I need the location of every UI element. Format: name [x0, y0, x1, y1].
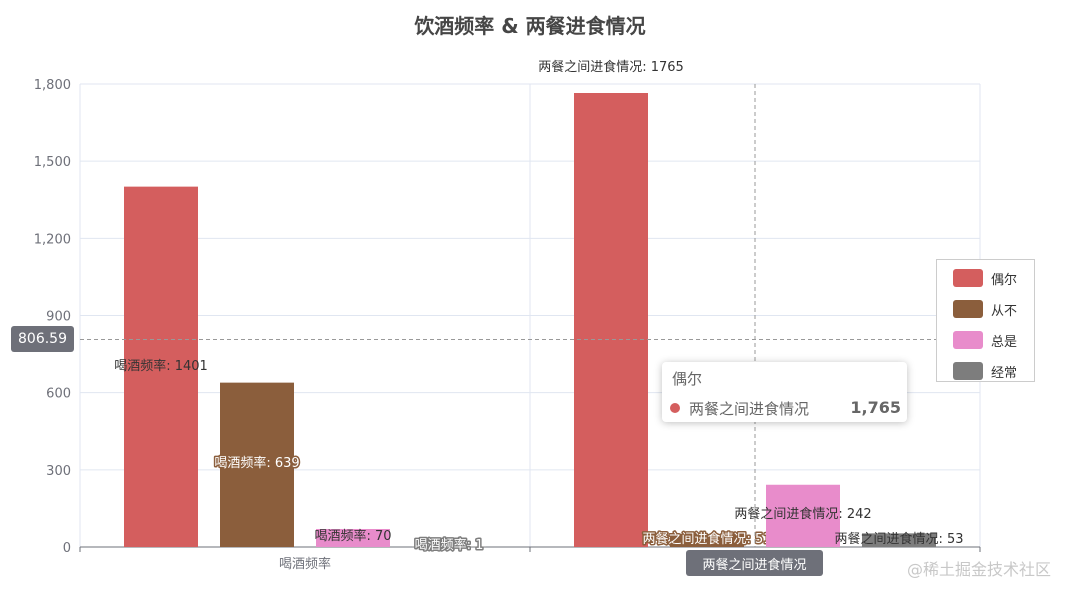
legend-item[interactable]: 总是 — [953, 330, 1017, 350]
bar — [766, 484, 840, 547]
bar-data-label: 喝酒频率: 639 — [214, 455, 299, 471]
tooltip: 偶尔 两餐之间进食情况 1,765 — [662, 362, 907, 422]
legend-swatch — [953, 362, 983, 380]
bar-data-label: 两餐之间进食情况: 1765 — [538, 59, 684, 75]
axis-pointer-x-label: 两餐之间进食情况 — [686, 550, 823, 576]
watermark: @稀土掘金技术社区 — [907, 560, 1052, 579]
tooltip-value: 1,765 — [850, 398, 901, 417]
y-tick-label: 900 — [46, 310, 71, 325]
legend-item[interactable]: 从不 — [953, 299, 1017, 319]
bar — [670, 533, 744, 547]
legend-swatch — [953, 269, 983, 287]
y-tick-label: 1,500 — [34, 155, 71, 170]
bar — [412, 546, 486, 547]
x-tick-label: 喝酒频率 — [279, 556, 331, 572]
bar — [220, 382, 294, 547]
bar-data-label: 两餐之间进食情况: 51 — [642, 531, 771, 547]
bar-data-label: 喝酒频率: 70 — [314, 528, 391, 544]
y-tick-label: 1,800 — [34, 78, 71, 93]
axis-pointer-y-label: 806.59 — [11, 326, 74, 352]
bar-data-label: 两餐之间进食情况: 242 — [734, 506, 871, 522]
y-tick-label: 1,200 — [34, 232, 71, 247]
legend-label: 从不 — [991, 303, 1018, 319]
bar-data-label: 喝酒频率: 1401 — [114, 358, 208, 374]
legend-swatch — [953, 300, 983, 318]
tooltip-title: 偶尔 — [672, 370, 703, 388]
legend-label: 总是 — [991, 334, 1018, 350]
bar — [316, 528, 390, 547]
bar — [574, 93, 648, 547]
tooltip-series-dot-icon — [670, 403, 680, 413]
legend-item[interactable]: 经常 — [953, 361, 1017, 381]
legend-label: 经常 — [991, 365, 1018, 381]
bar — [862, 533, 936, 547]
bar-data-label: 喝酒频率: 1 — [415, 537, 484, 553]
y-tick-label: 300 — [46, 464, 71, 479]
tooltip-series-name: 两餐之间进食情况 — [689, 400, 810, 418]
y-tick-label: 600 — [46, 387, 71, 402]
legend: 偶尔 从不 总是 经常 — [936, 259, 1035, 382]
bar — [124, 186, 198, 548]
y-tick-label: 0 — [63, 541, 71, 556]
legend-item[interactable]: 偶尔 — [953, 268, 1017, 288]
bar-data-label: 两餐之间进食情况: 53 — [834, 531, 963, 547]
chart-title: 饮酒频率 & 两餐进食情况 — [414, 14, 646, 38]
legend-label: 偶尔 — [991, 272, 1018, 288]
legend-swatch — [953, 331, 983, 349]
